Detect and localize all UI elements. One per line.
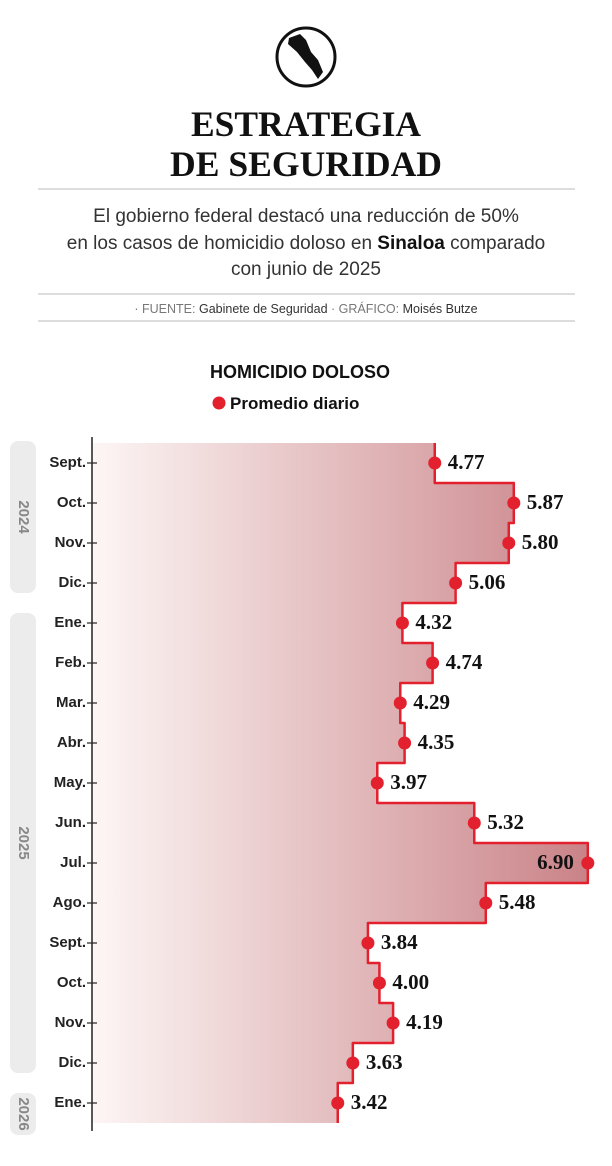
dot	[331, 1096, 345, 1110]
area-segment	[92, 523, 509, 563]
subtitle-highlight: Sinaloa	[377, 233, 445, 254]
source-text: Moisés Butze	[403, 302, 478, 316]
category-label: Abr.	[57, 734, 86, 751]
value-label: 4.32	[415, 610, 452, 634]
area-segment	[92, 483, 514, 523]
dot	[581, 856, 595, 870]
dot	[361, 936, 375, 950]
source: · FUENTE: Gabinete de Seguridad · GRÁFIC…	[134, 301, 477, 316]
value-label: 6.90	[537, 850, 574, 874]
year-label: 2024	[15, 500, 32, 534]
category-label: Mar.	[56, 694, 86, 711]
area-segment	[92, 683, 401, 723]
value-label: 5.80	[522, 530, 559, 554]
area-segment	[92, 1003, 394, 1043]
category-label: Sept.	[49, 934, 86, 951]
dot	[372, 976, 386, 990]
title-line: ESTRATEGIA	[191, 104, 421, 144]
dot	[507, 496, 521, 510]
area-segment	[92, 443, 435, 483]
category-label: Oct.	[57, 494, 86, 511]
value-label: 3.42	[351, 1090, 388, 1114]
value-label: 3.63	[366, 1050, 403, 1074]
subtitle: con junio de 2025	[231, 259, 381, 280]
area-segment	[92, 763, 378, 803]
value-label: 4.74	[446, 650, 483, 674]
value-label: 4.19	[406, 1010, 443, 1034]
category-label: Ene.	[54, 614, 86, 631]
area-segment	[92, 1043, 353, 1083]
category-label: Dic.	[58, 1054, 86, 1071]
dot	[386, 1016, 400, 1030]
category-label: Ago.	[53, 894, 86, 911]
dot	[395, 616, 409, 630]
category-label: Nov.	[55, 534, 86, 551]
dot	[479, 896, 493, 910]
value-label: 3.97	[390, 770, 427, 794]
value-label: 3.84	[381, 930, 418, 954]
category-label: Oct.	[57, 974, 86, 991]
source-text: Gabinete de Seguridad	[199, 302, 328, 316]
category-label: May.	[54, 774, 86, 791]
year-band	[10, 613, 36, 1073]
dot	[467, 816, 481, 830]
category-label: Nov.	[55, 1014, 86, 1031]
value-label: 4.35	[418, 730, 455, 754]
value-label: 5.32	[487, 810, 524, 834]
subtitle-part: en los casos de homicidio doloso en	[67, 233, 372, 254]
dot	[393, 696, 407, 710]
dot	[346, 1056, 360, 1070]
dot	[426, 656, 440, 670]
subtitle: El gobierno federal destacó una reducció…	[93, 206, 519, 227]
dot	[449, 576, 463, 590]
legend-marker	[212, 396, 226, 410]
legend-label: Promedio diario	[230, 394, 359, 413]
dot	[502, 536, 516, 550]
logo	[275, 26, 337, 88]
area-segment	[92, 723, 405, 763]
area-segment	[92, 1083, 338, 1123]
area-segment	[92, 843, 588, 883]
subtitle-part: comparado	[450, 233, 545, 254]
area-segment	[92, 643, 433, 683]
value-label: 4.77	[448, 450, 485, 474]
value-label: 4.00	[392, 970, 429, 994]
category-label: Feb.	[55, 654, 86, 671]
category-label: Jul.	[60, 854, 86, 871]
category-label: Sept.	[49, 454, 86, 471]
area-segment	[92, 963, 380, 1003]
source-label: · GRÁFICO:	[331, 301, 399, 316]
subtitle: en los casos de homicidio doloso en Sina…	[67, 233, 545, 254]
dot	[428, 456, 442, 470]
chart-title: HOMICIDIO DOLOSO	[210, 362, 390, 382]
year-band	[10, 441, 36, 593]
area-segment	[92, 563, 456, 603]
category-label: Dic.	[58, 574, 86, 591]
area-segment	[92, 603, 403, 643]
value-label: 5.06	[469, 570, 506, 594]
area-segment	[92, 803, 475, 843]
area-segment	[92, 923, 368, 963]
year-label: 2026	[15, 1097, 32, 1130]
title-line: DE SEGURIDAD	[170, 144, 442, 184]
dot	[370, 776, 384, 790]
value-label: 5.87	[527, 490, 564, 514]
area-segment	[92, 883, 486, 923]
year-label: 2025	[15, 826, 32, 859]
year-band	[10, 1093, 36, 1135]
source-label: · FUENTE:	[134, 302, 195, 316]
dot	[398, 736, 412, 750]
value-label: 5.48	[499, 890, 536, 914]
category-label: Ene.	[54, 1094, 86, 1111]
category-label: Jun.	[55, 814, 86, 831]
value-label: 4.29	[413, 690, 450, 714]
